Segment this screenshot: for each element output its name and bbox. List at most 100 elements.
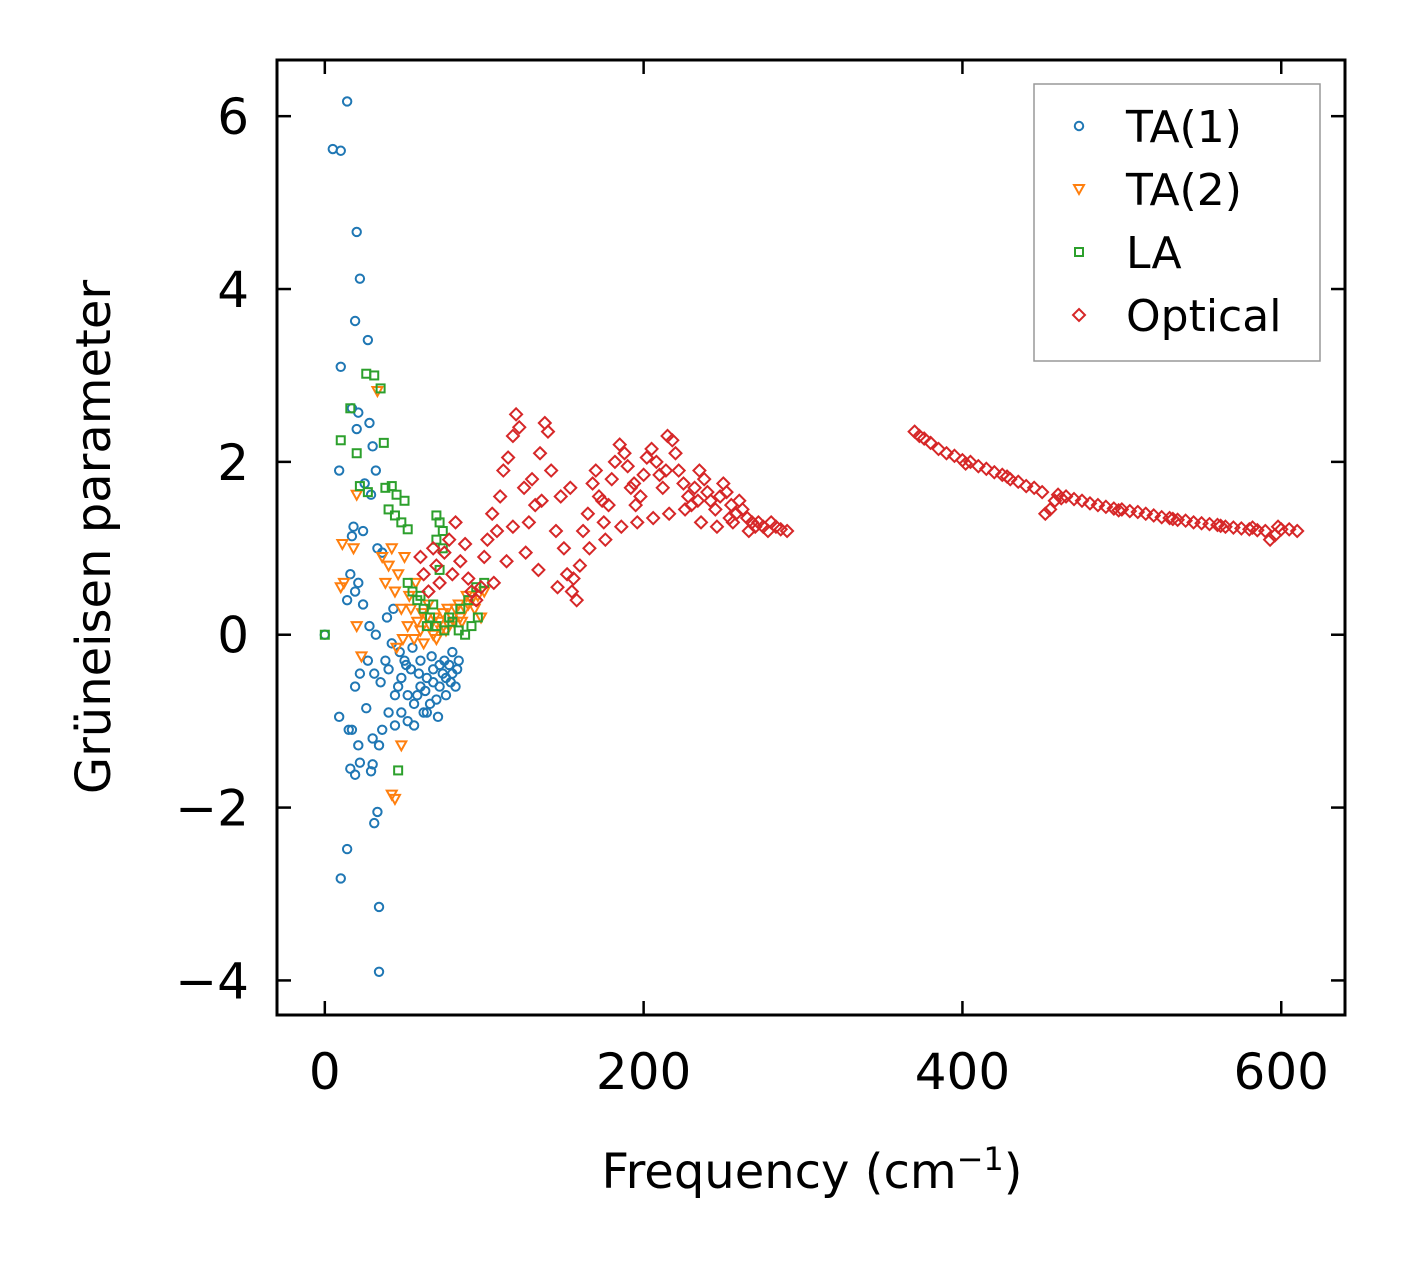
data-point (346, 531, 358, 542)
data-point (612, 437, 628, 453)
y-tick-label: 0 (217, 607, 249, 665)
data-point (412, 690, 423, 701)
data-point (741, 523, 757, 539)
data-point (444, 612, 455, 623)
data-point (1178, 513, 1194, 529)
data-point (383, 707, 394, 718)
data-point (383, 504, 394, 515)
data-point (613, 519, 629, 535)
data-point (553, 489, 569, 504)
data-point (671, 463, 687, 478)
data-point (354, 651, 369, 664)
data-point (668, 445, 683, 461)
data-point (415, 590, 426, 601)
data-point (534, 493, 550, 509)
data-point (1037, 506, 1053, 522)
data-point (333, 465, 345, 476)
data-point (426, 651, 437, 662)
data-point (707, 501, 723, 517)
data-point (1289, 523, 1305, 539)
data-point (354, 757, 366, 768)
legend-label: TA(1) (1125, 102, 1242, 153)
data-point (361, 702, 372, 714)
data-point (375, 677, 386, 688)
data-point (505, 428, 521, 444)
data-point (381, 612, 393, 623)
data-point (362, 487, 373, 498)
data-point (333, 711, 345, 723)
series-ta-1 (319, 96, 464, 977)
data-point (709, 519, 725, 535)
data-point (378, 577, 393, 590)
data-point (335, 145, 346, 156)
data-point (444, 566, 460, 582)
data-point (394, 603, 409, 616)
data-point (916, 431, 932, 446)
data-point (566, 571, 581, 586)
data-point (367, 759, 378, 770)
data-point (648, 454, 664, 470)
x-axis-label: Frequency (cm−1) (601, 1140, 1022, 1200)
data-point (425, 540, 441, 556)
data-point (408, 698, 420, 710)
data-point (582, 540, 597, 556)
data-point (664, 432, 680, 448)
legend-item: TA(1) (1073, 102, 1242, 153)
data-point (420, 685, 431, 697)
data-point (1281, 521, 1297, 537)
data-point (1090, 497, 1106, 513)
data-point (404, 603, 418, 616)
data-point (1082, 495, 1098, 511)
legend-item: LA (1074, 228, 1182, 279)
data-point (367, 733, 378, 744)
data-point (353, 740, 364, 751)
data-point (385, 543, 399, 556)
data-point (1002, 471, 1018, 487)
data-point (401, 621, 415, 634)
data-point (369, 817, 380, 829)
data-point (440, 603, 455, 616)
data-point (464, 584, 479, 599)
data-point (735, 501, 750, 517)
data-point (439, 625, 450, 636)
data-point (380, 482, 391, 493)
data-point (349, 586, 361, 597)
data-point (658, 463, 674, 478)
data-point (354, 481, 365, 492)
data-point (432, 711, 444, 723)
data-point (516, 480, 532, 496)
data-point (389, 690, 401, 701)
legend-label: TA(2) (1125, 165, 1242, 216)
data-point (687, 480, 703, 496)
data-point (585, 476, 601, 491)
data-point (396, 707, 407, 718)
data-point (505, 519, 521, 535)
data-point (428, 677, 439, 688)
data-point (337, 577, 351, 590)
data-point (364, 620, 375, 632)
data-point (346, 724, 358, 735)
legend-marker (1072, 184, 1086, 197)
data-point (626, 476, 642, 491)
data-point (440, 690, 452, 701)
y-tick-label: −2 (175, 780, 249, 838)
data-point (1058, 489, 1074, 504)
data-point (1111, 502, 1127, 518)
legend-label: LA (1126, 228, 1182, 279)
data-point (463, 595, 474, 606)
data-point (437, 526, 448, 537)
data-point (962, 454, 978, 470)
data-point (357, 525, 369, 537)
data-point (693, 514, 709, 530)
data-point (394, 740, 409, 753)
data-point (341, 843, 353, 855)
y-axis-label: Grüneisen parameter (66, 280, 122, 795)
data-point (392, 681, 404, 692)
data-point (696, 471, 712, 487)
data-point (531, 562, 546, 578)
data-point (373, 966, 385, 977)
data-point (1213, 518, 1229, 534)
data-point (999, 469, 1015, 484)
data-point (407, 642, 418, 653)
data-point (396, 672, 407, 684)
